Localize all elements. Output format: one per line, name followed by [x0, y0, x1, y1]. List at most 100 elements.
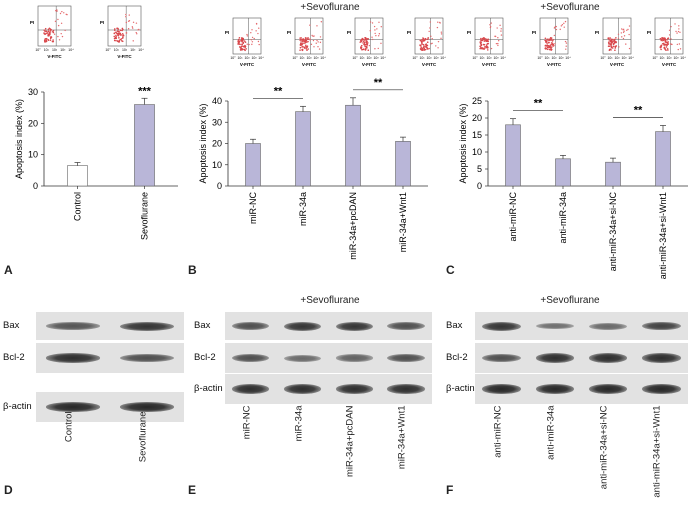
- event-dot: [378, 33, 381, 35]
- flow-tick-label: 10¹: [114, 48, 120, 52]
- flow-y-label: PI: [30, 20, 34, 25]
- flow-tick-label: 10°: [472, 56, 478, 60]
- flow-y-label: PI: [347, 30, 351, 35]
- event-dot: [258, 27, 260, 29]
- event-dot: [313, 35, 315, 37]
- event-dot: [608, 49, 611, 52]
- event-dot: [480, 39, 482, 41]
- event-dot: [55, 9, 57, 12]
- event-dot: [371, 22, 374, 24]
- flow-plot-wrapper: V-FITC PI 10° 10¹ 10² 10³ 10⁴: [463, 17, 511, 79]
- event-dot: [121, 27, 124, 30]
- event-dot: [621, 36, 623, 38]
- event-dot: [250, 32, 252, 34]
- event-dot: [57, 18, 59, 21]
- flow-tick-label: 10¹: [419, 56, 425, 60]
- event-dot: [238, 46, 241, 48]
- event-dot: [116, 30, 119, 33]
- panel-label-d: D: [4, 483, 13, 497]
- event-dot: [424, 37, 427, 40]
- event-dot: [380, 42, 382, 45]
- event-dot: [437, 40, 440, 43]
- event-dot: [546, 48, 549, 51]
- event-dot: [302, 38, 304, 40]
- event-dot: [251, 41, 254, 43]
- event-dot: [306, 49, 308, 52]
- panel-label-a: A: [4, 263, 13, 277]
- event-dot: [667, 49, 669, 51]
- flow-tick-label: 10²: [244, 56, 250, 60]
- flow-plot-frame: [602, 17, 632, 55]
- flow-tick-label: 10⁴: [680, 56, 686, 60]
- x-tick-label: anti-miR-34a+si-Wnt1: [658, 192, 668, 279]
- event-dot: [549, 45, 551, 47]
- event-dot: [44, 30, 47, 32]
- event-dot: [609, 37, 612, 39]
- event-dot: [53, 33, 56, 35]
- event-dot: [676, 43, 679, 46]
- event-dot: [366, 40, 368, 43]
- event-dot: [47, 39, 50, 42]
- event-dot: [59, 12, 62, 15]
- event-dot: [610, 44, 612, 47]
- y-tick-label: 0: [217, 181, 222, 191]
- blot-lane-label: anti-miR-34a+si-Wnt1: [651, 405, 663, 498]
- event-dot: [545, 41, 547, 43]
- event-dot: [65, 13, 67, 16]
- event-dot: [47, 28, 50, 31]
- protein-band: [387, 322, 425, 330]
- event-dot: [44, 41, 46, 43]
- event-dot: [675, 30, 677, 33]
- protein-band: [283, 321, 322, 331]
- event-dot: [550, 47, 552, 49]
- event-dot: [480, 47, 483, 50]
- event-dot: [487, 46, 489, 49]
- event-dot: [241, 47, 243, 50]
- event-dot: [362, 42, 364, 44]
- event-dot: [664, 47, 666, 50]
- event-dot: [299, 39, 302, 41]
- event-dot: [128, 20, 131, 22]
- event-dot: [246, 43, 248, 45]
- event-dot: [299, 46, 302, 49]
- event-dot: [425, 43, 428, 45]
- event-dot: [365, 46, 368, 48]
- flow-tick-label: 10²: [666, 56, 672, 60]
- event-dot: [669, 43, 672, 45]
- flow-plot-wrapper: V-FITC PI 10° 10¹ 10² 10³ 10⁴: [221, 17, 269, 79]
- event-dot: [118, 31, 121, 33]
- event-dot: [45, 32, 47, 35]
- event-dot: [44, 27, 47, 30]
- event-dot: [546, 45, 549, 47]
- event-dot: [489, 26, 492, 28]
- event-dot: [427, 37, 430, 39]
- event-dot: [305, 39, 307, 41]
- event-dot: [426, 41, 429, 44]
- bar-chart-b: 0 10 20 30 40 Apoptosis index (%) miR-NC miR-34…: [198, 77, 428, 260]
- flow-tick-label: 10⁴: [440, 56, 446, 60]
- event-dot: [546, 38, 549, 40]
- event-dot: [500, 30, 502, 32]
- flow-plot-wrapper: V-FITC PI 10° 10¹ 10² 10³ 10⁴: [403, 17, 451, 79]
- event-dot: [611, 41, 613, 44]
- event-dot: [614, 49, 616, 52]
- event-dot: [305, 44, 307, 47]
- event-dot: [500, 28, 502, 30]
- event-dot: [551, 42, 554, 44]
- event-dot: [49, 31, 52, 33]
- event-dot: [615, 37, 617, 39]
- event-dot: [237, 38, 240, 41]
- event-dot: [479, 41, 482, 43]
- event-dot: [255, 23, 258, 25]
- event-dot: [440, 33, 443, 35]
- event-dot: [246, 33, 248, 36]
- event-dot: [437, 21, 439, 23]
- event-dot: [135, 31, 137, 34]
- event-dot: [240, 39, 243, 42]
- flow-x-label: V-FITC: [47, 54, 62, 59]
- condition-label-f: +Sevoflurane: [540, 295, 600, 306]
- event-dot: [625, 43, 627, 45]
- event-dot: [499, 24, 501, 27]
- flow-y-label: PI: [647, 30, 651, 35]
- protein-band: [232, 354, 270, 362]
